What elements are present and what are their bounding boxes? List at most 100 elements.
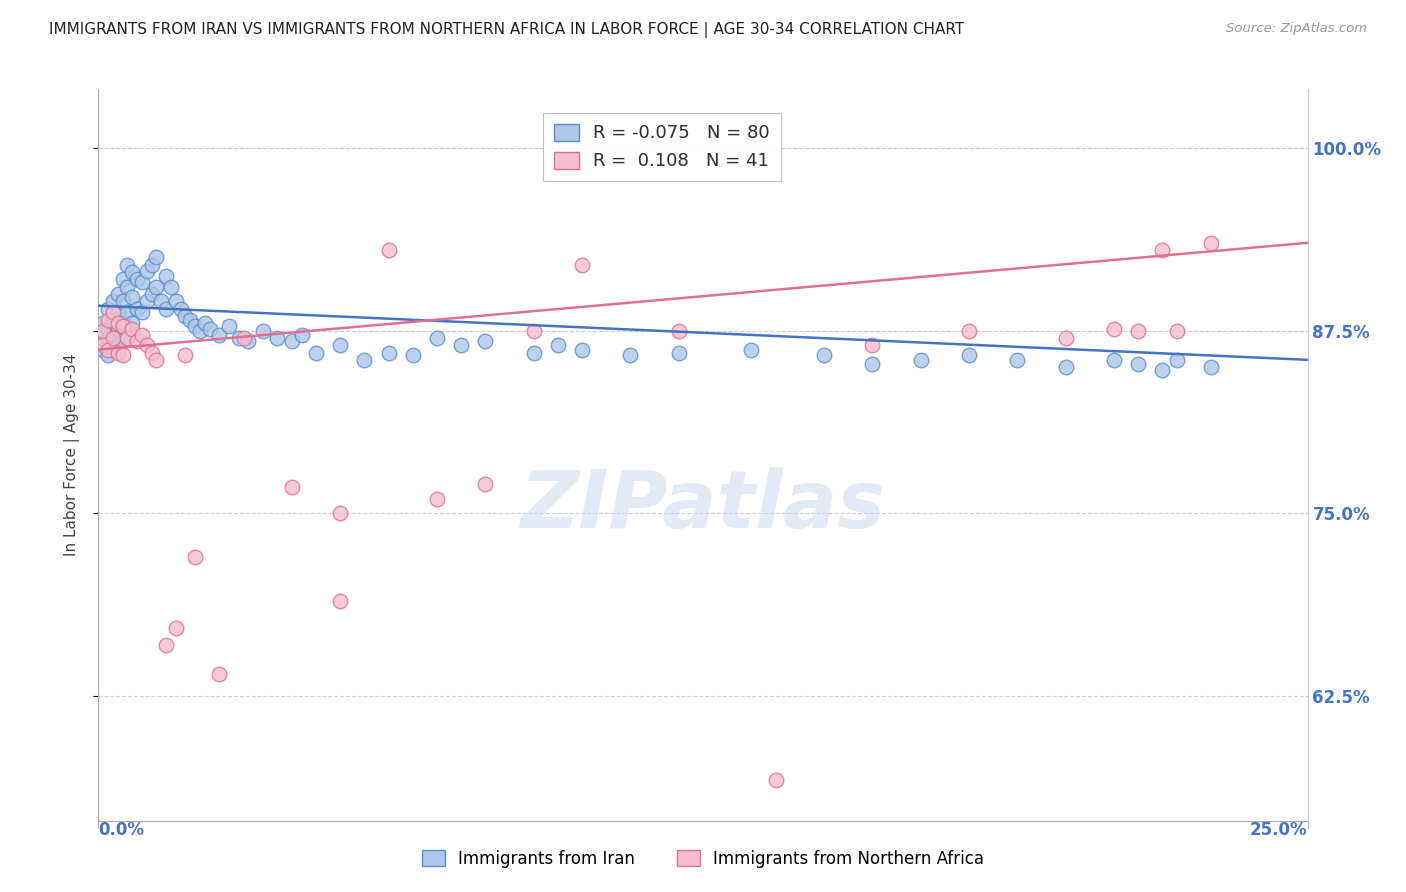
Point [111,272,134,286]
Point [402,348,425,362]
Point [1199,360,1222,375]
Point [107,316,129,330]
Point [127,301,149,316]
Point [252,324,274,338]
Y-axis label: In Labor Force | Age 30-34: In Labor Force | Age 30-34 [65,353,80,557]
Text: 25.0%: 25.0% [1250,821,1308,838]
Point [571,258,593,272]
Point [145,279,167,293]
Point [281,480,304,494]
Point [91,324,114,338]
Point [155,301,177,316]
Point [165,294,187,309]
Point [107,304,129,318]
Text: IMMIGRANTS FROM IRAN VS IMMIGRANTS FROM NORTHERN AFRICA IN LABOR FORCE | AGE 30-: IMMIGRANTS FROM IRAN VS IMMIGRANTS FROM … [49,22,965,38]
Point [160,279,183,293]
Point [188,324,211,338]
Point [150,294,173,309]
Point [111,348,134,362]
Point [155,638,177,652]
Point [353,352,375,367]
Point [97,343,120,357]
Point [198,322,221,336]
Point [101,294,124,309]
Point [91,343,114,357]
Point [232,331,254,345]
Point [97,313,120,327]
Point [1054,360,1077,375]
Point [101,343,124,357]
Point [174,348,197,362]
Point [165,621,187,635]
Point [117,258,139,272]
Point [860,338,883,352]
Point [547,338,569,352]
Point [121,316,143,330]
Point [91,324,114,338]
Point [305,345,328,359]
Point [174,309,197,323]
Point [571,343,593,357]
Text: ZIPatlas: ZIPatlas [520,467,886,545]
Point [208,667,231,681]
Point [619,348,641,362]
Point [426,491,449,506]
Point [266,331,288,345]
Point [184,319,207,334]
Point [131,275,153,289]
Point [329,338,352,352]
Point [155,269,177,284]
Point [1054,331,1077,345]
Point [1102,352,1125,367]
Point [281,334,304,348]
Point [450,338,472,352]
Point [1199,235,1222,250]
Point [127,272,149,286]
Point [101,328,124,343]
Point [97,348,120,362]
Point [141,258,163,272]
Point [740,343,762,357]
Text: 0.0%: 0.0% [98,821,145,838]
Point [131,304,153,318]
Point [97,322,120,336]
Point [910,352,932,367]
Point [1152,243,1174,257]
Legend: R = -0.075   N = 80, R =  0.108   N = 41: R = -0.075 N = 80, R = 0.108 N = 41 [543,113,780,181]
Point [208,328,231,343]
Point [668,345,690,359]
Point [145,352,167,367]
Point [329,507,352,521]
Point [135,338,157,352]
Point [957,348,980,362]
Point [131,328,153,343]
Point [668,324,690,338]
Point [111,319,134,334]
Point [101,304,124,318]
Point [91,316,114,330]
Point [97,331,120,345]
Point [111,316,134,330]
Point [426,331,449,345]
Point [179,313,201,327]
Point [474,477,496,491]
Point [523,345,546,359]
Point [91,338,114,352]
Point [377,243,399,257]
Point [107,345,129,359]
Point [145,251,167,265]
Point [860,357,883,371]
Point [1166,324,1188,338]
Point [135,263,157,277]
Point [117,279,139,293]
Point [107,287,129,301]
Point [1007,352,1029,367]
Point [1128,357,1150,371]
Point [377,345,399,359]
Point [121,322,143,336]
Point [813,348,835,362]
Point [194,316,217,330]
Point [111,294,134,309]
Point [329,594,352,608]
Point [107,338,129,352]
